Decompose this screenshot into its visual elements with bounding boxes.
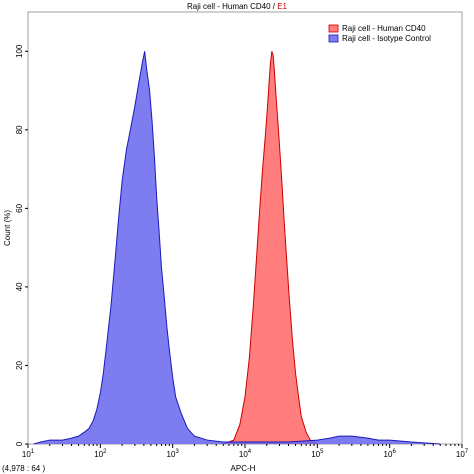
x-tick-label: 102 xyxy=(94,449,107,459)
y-tick-label: 0 xyxy=(15,441,24,446)
x-axis-title: APC-H xyxy=(231,464,256,473)
x-tick-label: 106 xyxy=(384,449,397,459)
x-tick-label: 101 xyxy=(22,449,35,459)
series-area-2 xyxy=(33,51,441,445)
legend-label-2: Raji cell - Isotype Control xyxy=(342,34,431,43)
legend-label-1: Raji cell - Human CD40 xyxy=(342,24,426,33)
series-layer xyxy=(33,51,441,445)
x-tick-label: 107 xyxy=(456,449,469,459)
x-tick-label: 104 xyxy=(239,449,252,459)
x-axis: 101 102 103 104 105 106 107 xyxy=(22,444,469,459)
chart-title: Raji cell - Human CD40 / E1 xyxy=(187,2,288,11)
chart-title-main: Raji cell - Human CD40 / xyxy=(187,2,277,11)
y-axis: 0 20 40 60 80 100 xyxy=(15,44,28,446)
y-tick-label: 20 xyxy=(15,360,24,369)
series-line-1 xyxy=(223,51,318,445)
y-axis-title: Count (%) xyxy=(3,210,12,246)
x-tick-label: 105 xyxy=(311,449,324,459)
legend-swatch-1 xyxy=(328,24,339,33)
series-area-1 xyxy=(223,51,318,445)
x-tick-label: 103 xyxy=(167,449,180,459)
series-line-2 xyxy=(33,51,441,445)
plot-area xyxy=(27,11,463,445)
y-tick-label: 80 xyxy=(15,125,24,134)
y-tick-label: 100 xyxy=(15,44,24,58)
legend-swatch-2 xyxy=(328,34,339,43)
y-tick-label: 60 xyxy=(15,203,24,212)
chart-title-gate: E1 xyxy=(277,2,287,11)
y-tick-label: 40 xyxy=(15,282,24,291)
coordinate-readout: (4,978 : 64 ) xyxy=(2,464,45,473)
